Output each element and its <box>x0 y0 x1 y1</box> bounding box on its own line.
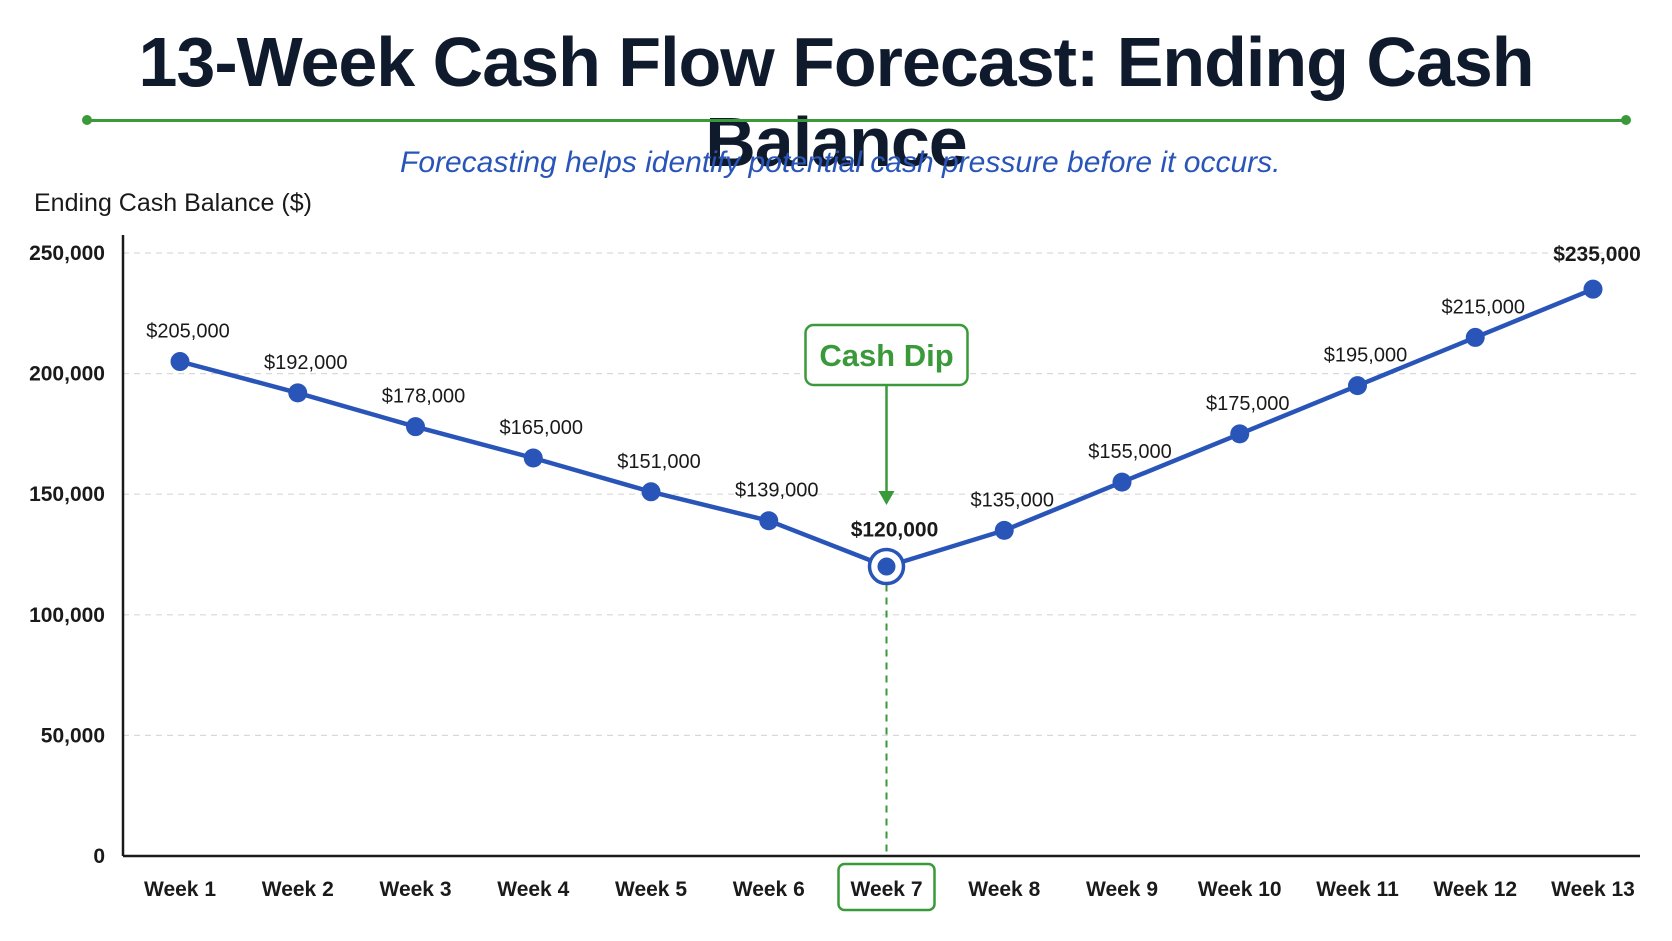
data-point <box>994 520 1014 540</box>
data-point <box>1465 327 1485 347</box>
data-label: $165,000 <box>500 417 583 439</box>
data-point <box>877 557 896 576</box>
y-tick-label: 50,000 <box>41 724 105 747</box>
x-tick-label: Week 5 <box>615 878 687 901</box>
data-point <box>288 383 308 403</box>
data-label: $135,000 <box>971 489 1054 511</box>
data-point <box>1230 424 1250 444</box>
data-label: $175,000 <box>1206 393 1289 415</box>
x-tick-label: Week 2 <box>262 878 334 901</box>
x-tick-label: Week 8 <box>968 878 1040 901</box>
chart-subtitle: Forecasting helps identify potential cas… <box>400 146 1281 179</box>
chart-title: 13-Week Cash Flow Forecast: Ending Cash … <box>138 23 1534 181</box>
y-tick-label: 200,000 <box>29 363 105 386</box>
x-tick-label: Week 9 <box>1086 878 1158 901</box>
annotation-arrow-head <box>878 491 895 505</box>
x-tick-label: Week 6 <box>733 878 805 901</box>
data-label: $205,000 <box>146 321 229 343</box>
data-point <box>170 352 190 372</box>
data-point <box>1112 472 1132 492</box>
axis-layer: 0 50,000 100,000 150,000 200,000 250,000 Week … <box>29 235 1640 912</box>
x-tick-label: Week 7 <box>851 878 923 901</box>
data-point <box>759 511 779 531</box>
data-point <box>523 448 543 468</box>
x-tick-label: Week 3 <box>380 878 452 901</box>
y-tick-label: 0 <box>93 845 105 868</box>
y-axis-label: Ending Cash Balance ($) <box>34 189 312 217</box>
annotation-label: Cash Dip <box>819 338 953 373</box>
data-point-layer <box>170 279 1603 586</box>
title-divider <box>86 119 1626 122</box>
x-tick-label: Week 11 <box>1316 878 1399 901</box>
x-tick-label: Week 12 <box>1433 878 1517 901</box>
data-label: $178,000 <box>382 386 465 408</box>
y-tick-label: 150,000 <box>29 483 105 506</box>
data-label: $195,000 <box>1324 345 1407 367</box>
x-tick-label: Week 13 <box>1551 878 1635 901</box>
data-label: $120,000 <box>851 519 939 542</box>
data-label-layer: $205,000 $192,000 $178,000 $165,000 $151,000… <box>146 243 1641 541</box>
data-label: $192,000 <box>264 352 347 374</box>
data-label: $139,000 <box>735 480 818 502</box>
data-label: $155,000 <box>1088 441 1171 463</box>
data-point <box>1348 376 1367 396</box>
data-label: $151,000 <box>617 451 700 473</box>
data-label: $235,000 <box>1553 243 1641 266</box>
data-label: $215,000 <box>1442 296 1525 318</box>
x-tick-label: Week 10 <box>1198 878 1282 901</box>
y-tick-label: 100,000 <box>29 604 105 627</box>
x-tick-highlight-box <box>837 862 936 912</box>
x-tick-label: Week 1 <box>144 878 216 901</box>
rule-right-dot <box>1621 115 1631 125</box>
data-point <box>641 482 661 502</box>
data-point <box>1583 279 1603 299</box>
data-point <box>406 417 425 437</box>
annotation-layer: Cash Dip <box>804 323 969 505</box>
x-tick-label: Week 4 <box>497 878 569 901</box>
y-tick-label: 250,000 <box>29 242 105 265</box>
